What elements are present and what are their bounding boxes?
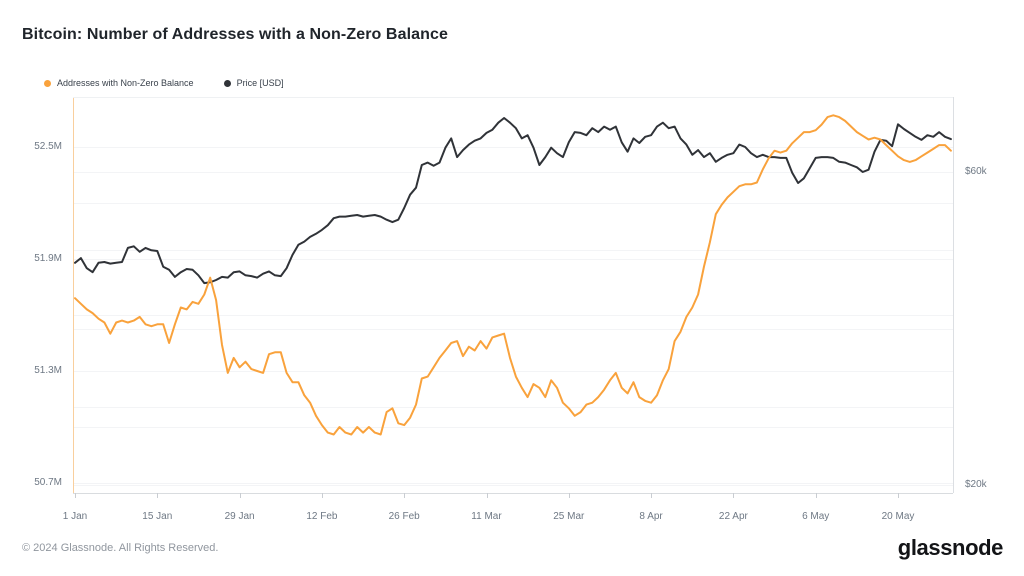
x-tick-label: 11 Mar: [471, 511, 502, 522]
addresses-legend-dot-icon: [44, 79, 51, 87]
y-right-tick-label: $20k: [965, 479, 987, 490]
y-left-tick-label: 51.3M: [34, 365, 62, 376]
legend-item-price[interactable]: Price [USD]: [223, 78, 284, 88]
y-left-tick-label: 50.7M: [34, 477, 62, 488]
legend: Addresses with Non-Zero Balance Price [U…: [44, 78, 284, 88]
x-tick-label: 22 Apr: [718, 511, 748, 522]
copyright-text: © 2024 Glassnode. All Rights Reserved.: [22, 542, 219, 554]
addresses-series-line: [74, 114, 952, 436]
price-series-line: [74, 117, 952, 285]
x-tick-label: 20 May: [881, 511, 915, 522]
x-tick-label: 26 Feb: [388, 511, 420, 522]
y-left-tick-label: 51.9M: [34, 253, 62, 264]
chart-title: Bitcoin: Number of Addresses with a Non-…: [22, 26, 449, 43]
legend-item-addresses[interactable]: Addresses with Non-Zero Balance: [44, 78, 194, 88]
x-tick-label: 25 Mar: [553, 511, 585, 522]
x-tick-label: 6 May: [802, 511, 830, 522]
y-right-tick-label: $60k: [965, 166, 987, 177]
x-tick-label: 8 Apr: [639, 511, 663, 522]
y-left-tick-label: 52.5M: [34, 141, 62, 152]
x-tick-label: 29 Jan: [224, 511, 255, 522]
x-tick-label: 15 Jan: [142, 511, 173, 522]
price-legend-label: Price [USD]: [236, 78, 284, 88]
x-tick-label: 12 Feb: [306, 511, 338, 522]
addresses-legend-label: Addresses with Non-Zero Balance: [57, 78, 194, 88]
price-legend-dot-icon: [223, 79, 231, 87]
glassnode-logo: glassnode: [897, 535, 1004, 560]
x-tick-label: 1 Jan: [62, 511, 88, 522]
